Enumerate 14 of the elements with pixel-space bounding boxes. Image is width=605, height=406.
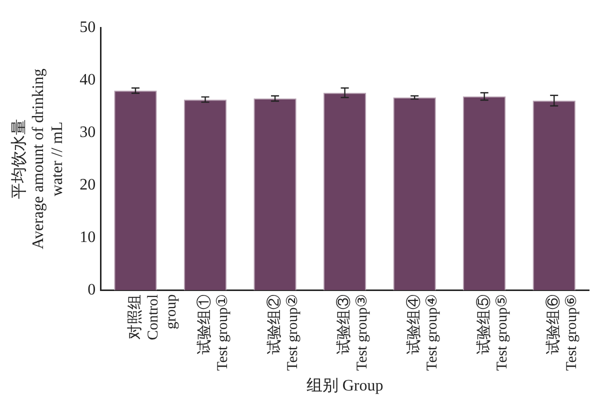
y-tick-label: 0 (88, 281, 96, 298)
x-axis-title: 组别 Group (306, 378, 384, 395)
y-axis-title: 平均饮水量 Average amount of drinking water // mL (10, 68, 66, 250)
x-tick-label: 对照组 Control group (126, 294, 180, 340)
x-tick-label: 试验组③ Test group③ (336, 294, 371, 371)
y-tick-label: 40 (80, 71, 96, 88)
y-tick-label: 30 (80, 124, 96, 141)
y-tick-label: 10 (80, 228, 96, 246)
y-tick-label: 50 (80, 18, 96, 36)
x-tick-label: 试验组⑤ Test group⑤ (475, 294, 510, 371)
y-tick-label: 20 (80, 176, 96, 194)
x-tick-label: 试验组② Test group② (266, 294, 301, 371)
x-tick-label: 试验组④ Test group④ (406, 294, 441, 371)
x-tick-label: 试验组⑥ Test group⑥ (545, 294, 580, 371)
